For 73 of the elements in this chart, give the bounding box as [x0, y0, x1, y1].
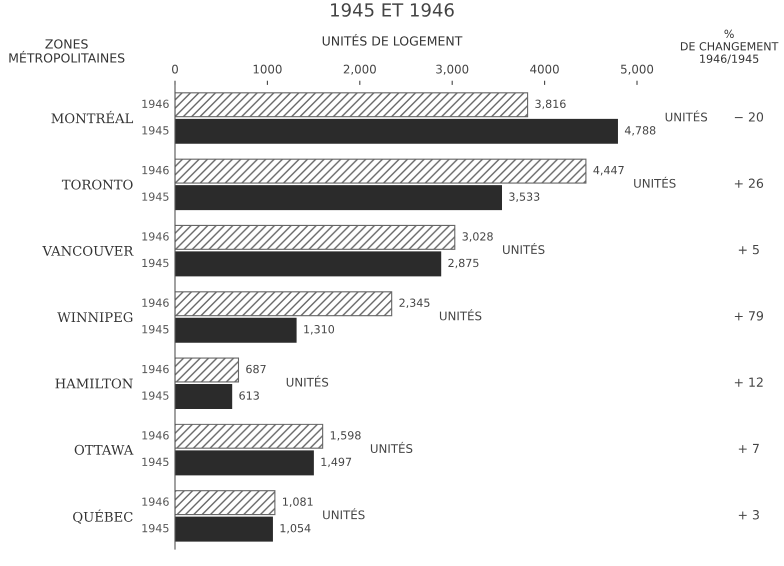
text: 1946: [142, 364, 169, 374]
y-axis-title: ZONES MÉTROPOLITAINES: [9, 39, 124, 63]
bar: [175, 118, 618, 144]
data-label: 613: [239, 391, 259, 400]
bar: [175, 224, 456, 250]
bar: [175, 92, 528, 118]
bar: [175, 516, 273, 542]
data-label: 4,447: [593, 166, 624, 176]
text: 1945: [142, 524, 168, 532]
x-tick-label: 3,000: [436, 64, 468, 75]
data-label: 1,081: [283, 497, 313, 507]
text: 1945: [142, 391, 168, 400]
text: + 5: [738, 244, 759, 254]
text: 1946: [142, 497, 169, 506]
bar: [175, 291, 392, 316]
data-label: 1,497: [321, 458, 352, 468]
y-tick-label: MONTRÉAL: [51, 110, 134, 124]
text: % DE CHANGEMENT 1946/1945: [680, 30, 778, 64]
x-tick-label: 0: [172, 64, 178, 74]
text: 1946: [142, 298, 169, 307]
x-axis-title: UNITÉS DE LOGEMENT: [322, 34, 462, 46]
x-tick-label: 5,000: [621, 64, 654, 75]
annotation: UNITÉS: [503, 242, 544, 254]
bar: [175, 384, 232, 410]
bar: [175, 358, 240, 382]
text: 1946: [142, 232, 169, 241]
y-tick-label: QUÉBEC: [73, 509, 133, 524]
bar: [175, 424, 324, 449]
chart-title: 1945 ET 1946: [331, 3, 454, 17]
text: 1945: [142, 458, 168, 466]
data-label: 2,875: [448, 258, 478, 268]
x-tick-label: 2,000: [344, 64, 376, 75]
text: + 12: [734, 377, 763, 387]
bar: [175, 158, 586, 184]
text: 1946: [142, 431, 169, 440]
annotation: UNITÉS: [323, 508, 365, 520]
x-tick-label: 4000: [530, 64, 559, 74]
text: − 20: [734, 112, 764, 122]
annotation: UNITÉS: [370, 442, 412, 453]
text: + 26: [734, 178, 764, 188]
x-tick-label: 1000: [254, 64, 282, 74]
data-label: 1,310: [304, 325, 334, 335]
y-tick-label: OTTAWA: [74, 444, 134, 455]
annotation: UNITÉS: [634, 176, 676, 188]
annotation: UNITÉS: [440, 309, 482, 320]
data-label: 3,816: [535, 100, 566, 110]
data-label: 1,598: [330, 431, 361, 441]
data-label: 1,054: [280, 524, 311, 534]
bar: [175, 450, 314, 476]
text: + 7: [738, 444, 759, 454]
y-tick-label: VANCOUVER: [42, 246, 134, 256]
data-label: 3,028: [462, 232, 493, 242]
series-label: 1945: [142, 126, 168, 135]
text: 1945: [142, 258, 168, 268]
y-tick-label: TORONTO: [62, 180, 133, 190]
y-tick-label: HAMILTON: [55, 378, 133, 388]
text: + 3: [738, 510, 759, 520]
bar: [175, 490, 276, 516]
text: 1945: [142, 325, 168, 334]
series-label: 1946: [142, 100, 169, 108]
text: + 79: [734, 311, 764, 321]
bar: [175, 318, 297, 343]
text: 1945: [142, 192, 168, 201]
text: UNITÉS: [666, 110, 708, 122]
data-label: 4,788: [624, 126, 656, 136]
y-tick-label: WINNIPEG: [57, 312, 132, 322]
bar: [175, 185, 502, 210]
bar: [175, 251, 442, 276]
annotation: UNITÉS: [286, 376, 328, 387]
data-label: 2,345: [399, 298, 430, 308]
text: 1946: [142, 166, 169, 174]
data-label: 687: [246, 364, 266, 374]
data-label: 3,533: [509, 192, 540, 202]
